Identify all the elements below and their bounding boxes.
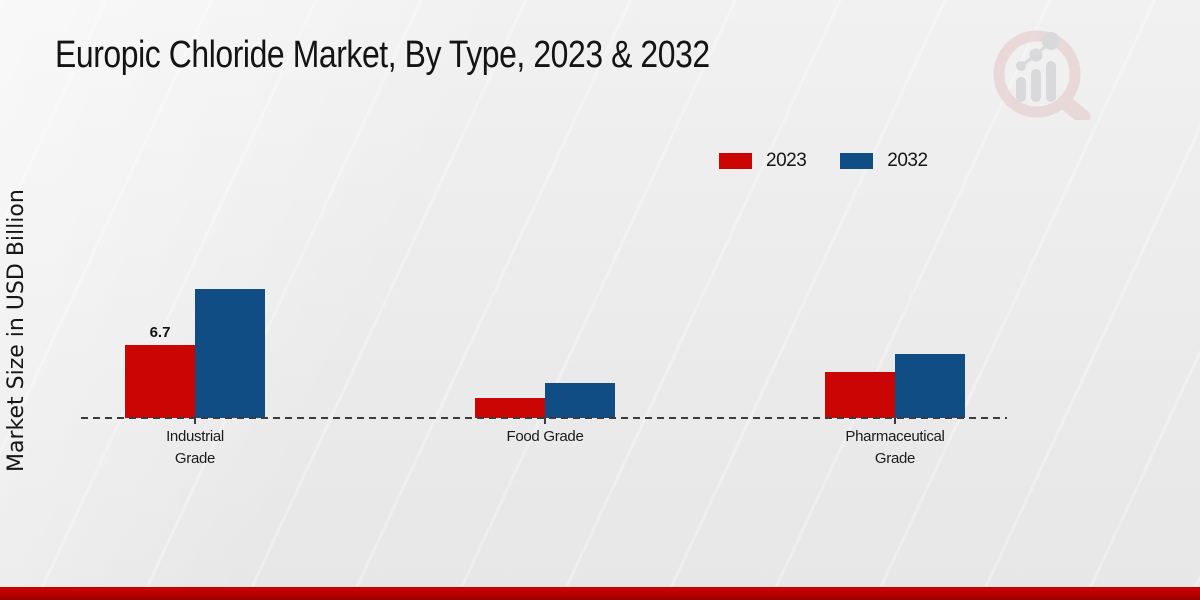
x-axis-tick-pharmaceutical-grade — [894, 418, 896, 424]
legend-swatch-2032 — [840, 153, 874, 169]
legend: 2023 2032 — [719, 150, 928, 172]
legend-label-2032: 2032 — [887, 150, 928, 171]
bar-2023-food-grade — [475, 398, 545, 418]
category-label-food-grade: Food Grade — [506, 428, 584, 445]
category-label-industrial-grade: Industrial Grade — [166, 428, 224, 467]
chart-title: Europic Chloride Market, By Type, 2023 &… — [55, 34, 710, 76]
x-axis-tick-food-grade — [544, 418, 546, 424]
bar-value-label: 6.7 — [149, 324, 171, 341]
bar-2032-food-grade — [545, 383, 615, 418]
footer-accent-bar — [0, 587, 1200, 600]
legend-item-2023: 2023 — [719, 150, 807, 172]
magnifier-bar-chart-logo-icon — [985, 25, 1095, 125]
bar-2032-pharmaceutical-grade — [895, 354, 965, 418]
bar-2023-pharmaceutical-grade — [825, 372, 895, 418]
bar-2023-industrial-grade — [125, 345, 195, 418]
x-axis-tick-industrial-grade — [194, 418, 196, 424]
bar-2032-industrial-grade — [195, 289, 265, 418]
category-label-pharmaceutical-grade: Pharmaceutical Grade — [845, 428, 945, 467]
legend-swatch-2023 — [719, 153, 752, 169]
legend-item-2032: 2032 — [840, 150, 928, 172]
legend-label-2023: 2023 — [766, 150, 807, 171]
